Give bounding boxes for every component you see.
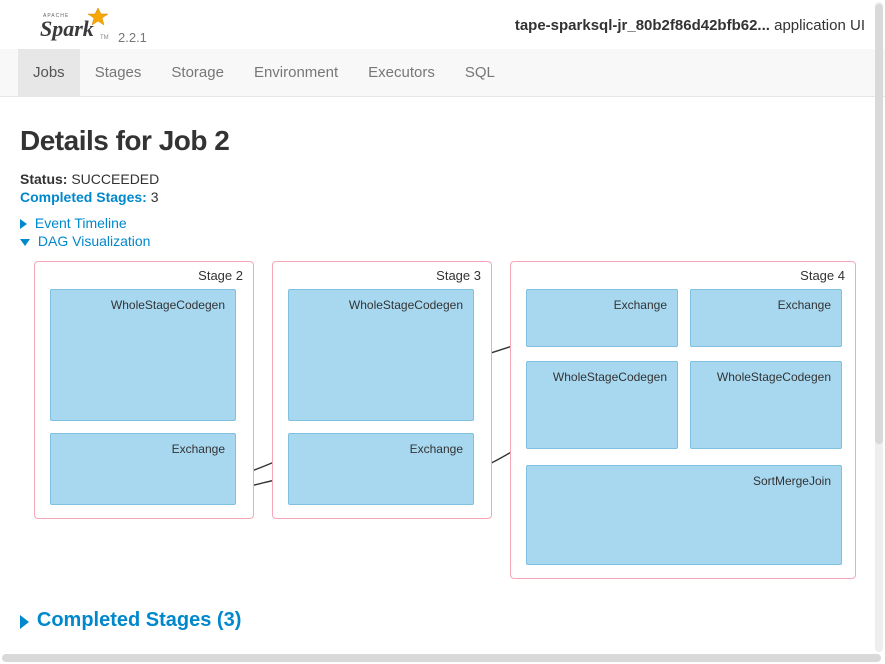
completed-stages-header[interactable]: Completed Stages (3) (37, 609, 241, 631)
completed-stages-label: Completed Stages: (20, 189, 147, 205)
logo-wrap: APACHE Spark TM 2.2.1 (38, 6, 147, 45)
nav-tab-storage[interactable]: Storage (156, 49, 239, 96)
completed-stages-section-toggle[interactable]: Completed Stages (3) (20, 609, 865, 632)
op-box-s2o1[interactable]: WholeStageCodegen (50, 289, 236, 421)
op-box-s4o2[interactable]: Exchange (690, 289, 842, 347)
page-title: Details for Job 2 (20, 125, 865, 157)
event-timeline-link[interactable]: Event Timeline (35, 215, 127, 231)
app-title: tape-sparksql-jr_80b2f86d42bfb62... appl… (515, 17, 865, 34)
dag-viz-toggle[interactable]: DAG Visualization (20, 233, 865, 249)
op-box-s4o5[interactable]: SortMergeJoin (526, 465, 842, 565)
status-value: SUCCEEDED (71, 171, 159, 187)
content: Details for Job 2 Status: SUCCEEDED Comp… (0, 97, 885, 653)
status-line: Status: SUCCEEDED (20, 171, 865, 187)
stage-label: Stage 2 (198, 268, 243, 283)
triangle-down-icon (20, 239, 30, 246)
spark-version: 2.2.1 (118, 30, 147, 45)
header: APACHE Spark TM 2.2.1 tape-sparksql-jr_8… (0, 0, 885, 49)
svg-text:TM: TM (100, 35, 109, 41)
svg-text:Spark: Spark (40, 16, 94, 41)
app-suffix: application UI (774, 17, 865, 34)
completed-stages-line: Completed Stages: 3 (20, 189, 865, 205)
status-label: Status: (20, 171, 67, 187)
spark-logo: APACHE Spark TM (38, 6, 110, 42)
nav-tab-sql[interactable]: SQL (450, 49, 510, 96)
navbar: JobsStagesStorageEnvironmentExecutorsSQL (0, 49, 885, 97)
op-box-s4o1[interactable]: Exchange (526, 289, 678, 347)
dag-visualization: Stage 2WholeStageCodegenExchangeStage 3W… (20, 261, 858, 581)
stage-label: Stage 4 (800, 268, 845, 283)
nav-tab-executors[interactable]: Executors (353, 49, 450, 96)
op-box-s2o2[interactable]: Exchange (50, 433, 236, 505)
nav-tab-jobs[interactable]: Jobs (18, 49, 80, 96)
dag-viz-link[interactable]: DAG Visualization (38, 233, 151, 249)
op-box-s4o4[interactable]: WholeStageCodegen (690, 361, 842, 449)
vertical-scrollbar[interactable] (875, 2, 883, 652)
completed-stages-count: 3 (151, 189, 159, 205)
op-box-s4o3[interactable]: WholeStageCodegen (526, 361, 678, 449)
nav-tab-stages[interactable]: Stages (80, 49, 157, 96)
triangle-right-icon (20, 615, 29, 629)
triangle-right-icon (20, 219, 27, 229)
completed-stages-link[interactable]: Completed Stages: (20, 189, 151, 205)
vertical-scrollbar-thumb[interactable] (875, 4, 883, 444)
stage-label: Stage 3 (436, 268, 481, 283)
horizontal-scrollbar[interactable] (2, 654, 881, 662)
nav-tab-environment[interactable]: Environment (239, 49, 353, 96)
op-box-s3o1[interactable]: WholeStageCodegen (288, 289, 474, 421)
event-timeline-toggle[interactable]: Event Timeline (20, 215, 865, 231)
op-box-s3o2[interactable]: Exchange (288, 433, 474, 505)
app-name: tape-sparksql-jr_80b2f86d42bfb62... (515, 17, 770, 34)
